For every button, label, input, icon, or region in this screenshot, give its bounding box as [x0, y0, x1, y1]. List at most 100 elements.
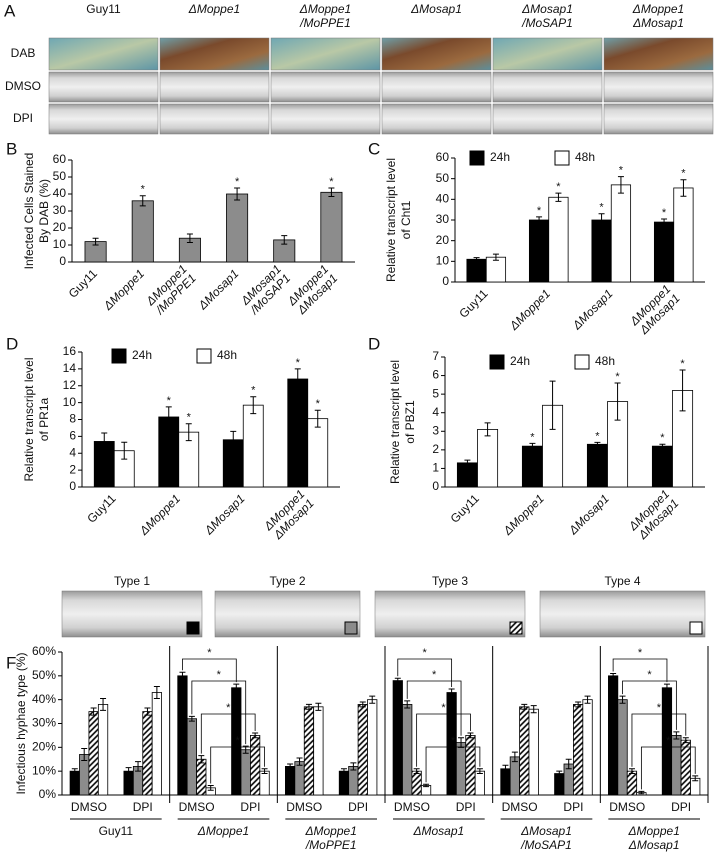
group-label: ΔMoppe1	[304, 824, 356, 838]
bar	[610, 184, 632, 283]
y-tick-label: 20%	[32, 740, 56, 754]
error-bar	[71, 768, 78, 775]
significance-bracket	[612, 658, 668, 683]
error-bar	[594, 441, 601, 447]
legend-label: 24h	[490, 150, 510, 164]
bar	[548, 196, 569, 283]
y-axis-label: Infectious hyphae type (%)	[14, 652, 28, 794]
bar	[392, 680, 403, 796]
micrograph	[492, 37, 603, 71]
group-label: ΔMosap1	[520, 824, 572, 838]
error-bar	[234, 187, 241, 201]
error-bar	[598, 213, 605, 227]
group-label: Guy11	[99, 824, 134, 838]
legend-swatch	[509, 621, 523, 635]
error-bar	[186, 233, 193, 243]
bar	[653, 221, 675, 283]
y-tick-label: 50%	[32, 668, 56, 682]
significance-mark: *	[217, 669, 222, 681]
y-tick-label: 30	[436, 212, 450, 226]
y-tick-label: 0%	[39, 787, 57, 801]
significance-mark: *	[666, 735, 671, 747]
x-tick-label: ΔMoppe1	[506, 286, 553, 333]
y-tick-label: 40	[436, 192, 450, 206]
bar	[177, 675, 188, 796]
error-bar	[252, 732, 259, 739]
micrograph	[270, 37, 381, 71]
error-bar	[663, 683, 670, 692]
error-bar	[473, 257, 480, 262]
x-tick-label: DPI	[563, 800, 583, 814]
significance-mark: *	[638, 647, 643, 659]
panel-label: F	[6, 653, 16, 672]
type-micrograph	[374, 590, 526, 638]
bar	[307, 418, 329, 488]
bar	[651, 445, 673, 488]
error-bar	[614, 382, 621, 421]
significance-mark: *	[599, 202, 604, 214]
significance-mark: *	[329, 176, 334, 188]
micrograph	[159, 103, 270, 135]
bar	[586, 443, 608, 488]
x-tick-label: ΔMosap1	[565, 491, 611, 537]
bar	[131, 200, 154, 263]
y-tick-label: 14	[63, 361, 77, 375]
significance-mark: *	[556, 181, 561, 193]
x-tick-label: Guy11	[448, 491, 483, 526]
x-tick-label: DMSO	[179, 800, 215, 814]
bar	[608, 675, 619, 796]
y-axis-label: By DAB (%)	[37, 179, 51, 243]
significance-mark: *	[660, 432, 665, 444]
y-tick-label: 7	[432, 349, 439, 363]
error-bar	[692, 775, 699, 782]
significance-bracket	[416, 713, 471, 767]
error-bar	[121, 441, 128, 460]
error-bar	[185, 423, 192, 442]
error-bar	[340, 768, 347, 775]
y-tick-label: 2	[69, 462, 76, 476]
y-tick-label: 60	[436, 150, 450, 164]
bar	[226, 193, 249, 263]
significance-mark: *	[207, 647, 212, 659]
column-header: ΔMosap1	[410, 2, 462, 16]
micrograph	[270, 71, 381, 103]
y-axis-label: Relative transcript level	[388, 360, 402, 484]
error-bar	[529, 442, 536, 450]
error-bar	[394, 677, 401, 684]
y-tick-label: 5	[432, 386, 439, 400]
error-bar	[413, 768, 420, 775]
bar	[259, 770, 270, 796]
legend-swatch	[554, 150, 570, 166]
error-bar	[511, 751, 518, 763]
error-bar	[101, 432, 108, 451]
x-tick-label: ΔMosap1	[195, 266, 241, 312]
bar	[673, 187, 694, 283]
legend-swatch	[574, 354, 590, 370]
type-micrograph	[61, 590, 203, 638]
error-bar	[673, 731, 680, 740]
column-header: ΔMoppe1	[299, 2, 351, 16]
bar	[591, 219, 612, 283]
bar	[348, 766, 359, 796]
legend-label: 24h	[132, 348, 152, 362]
error-bar	[139, 195, 146, 207]
x-tick-label: ΔMoppe1	[100, 266, 147, 313]
y-tick-label: 8	[69, 412, 76, 426]
error-bar	[610, 672, 617, 679]
error-bar	[261, 768, 268, 775]
bar	[456, 462, 478, 488]
column-header: ΔMosap1	[632, 16, 684, 30]
micrograph	[492, 71, 603, 103]
bar	[519, 706, 530, 796]
significance-bracket	[397, 658, 453, 687]
error-bar	[575, 701, 582, 708]
y-tick-label: 30%	[32, 716, 56, 730]
micrograph	[159, 37, 270, 71]
micrograph	[603, 71, 714, 103]
significance-mark: *	[141, 184, 146, 196]
bar	[455, 742, 467, 796]
bar	[196, 758, 207, 796]
error-bar	[359, 701, 366, 708]
significance-mark: *	[187, 412, 192, 424]
